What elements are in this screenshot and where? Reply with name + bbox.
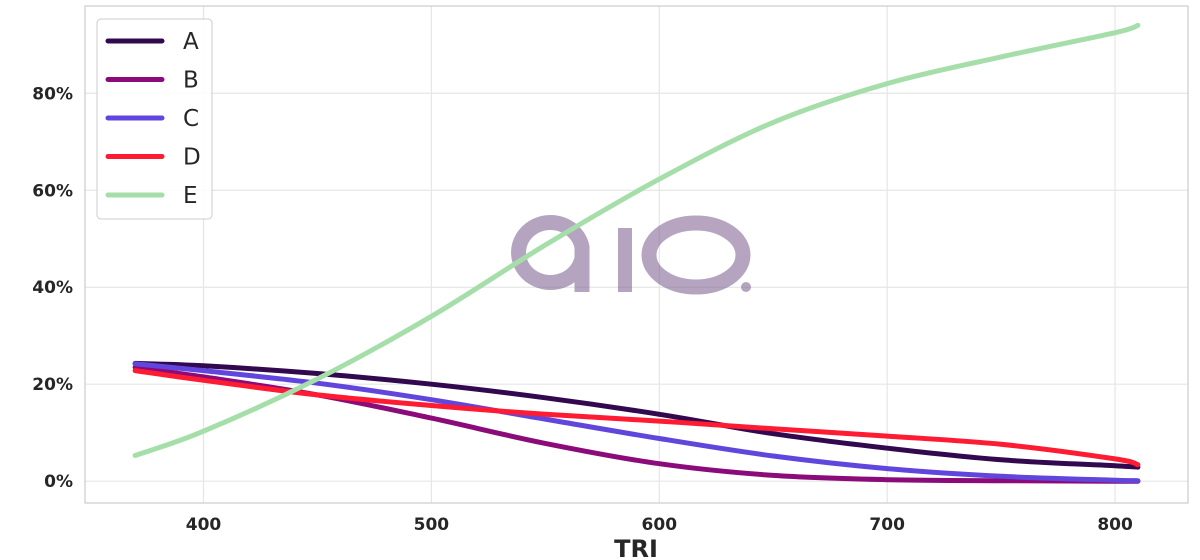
legend-label-c: C [183, 106, 199, 132]
legend-label-d: D [183, 145, 201, 171]
x-tick-label: 500 [414, 515, 450, 535]
y-tick-label: 40% [32, 278, 73, 298]
y-tick-label: 60% [32, 181, 73, 201]
x-tick-label: 700 [869, 515, 905, 535]
x-tick-label: 600 [642, 515, 678, 535]
x-axis-ticks: 400 500 600 700 800 [186, 515, 1133, 535]
series-line-a [132, 360, 1141, 470]
y-axis-ticks: 0% 20% 40% 60% 80% [32, 84, 73, 492]
series-line-e [132, 22, 1141, 458]
plot-area-frame [84, 5, 1189, 504]
x-axis-title: TRI [614, 535, 658, 560]
y-tick-label: 20% [32, 375, 73, 395]
y-tick-label: 0% [44, 472, 73, 492]
x-tick-label: 400 [186, 515, 222, 535]
series-line-c [132, 361, 1141, 484]
y-tick-label: 80% [32, 84, 73, 104]
grid [85, 6, 1188, 503]
x-tick-label: 800 [1097, 515, 1133, 535]
watermark-logo [511, 215, 751, 295]
legend-label-a: A [183, 29, 199, 55]
legend-label-e: E [183, 183, 198, 209]
legend-label-b: B [183, 68, 199, 94]
series-lines [132, 22, 1141, 484]
